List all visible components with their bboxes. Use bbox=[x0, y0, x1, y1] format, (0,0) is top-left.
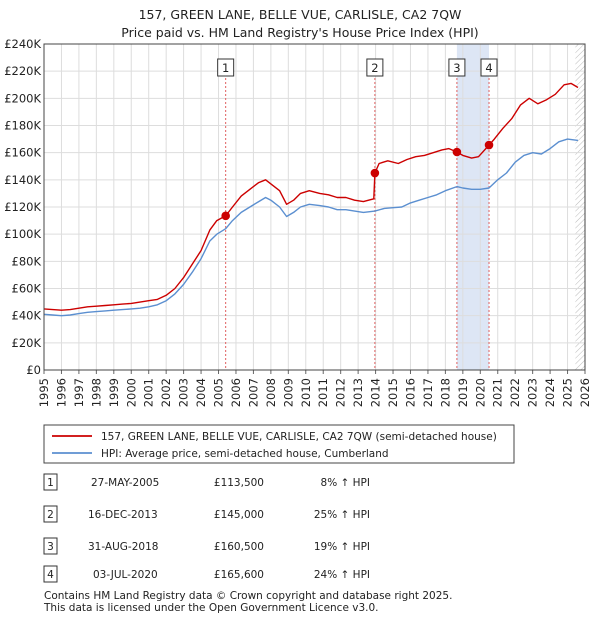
x-tick-label: 2017 bbox=[421, 378, 435, 407]
x-tick-label: 2019 bbox=[456, 378, 470, 407]
footer-licence: This data is licensed under the Open Gov… bbox=[43, 602, 379, 614]
table-row: 1 27-MAY-2005 £113,500 8% ↑ HPI bbox=[43, 473, 370, 491]
x-tick-label: 2011 bbox=[316, 378, 330, 407]
x-tick-label: 2000 bbox=[124, 378, 138, 407]
x-tick-label: 2013 bbox=[351, 378, 365, 407]
y-tick-label: £100K bbox=[4, 227, 41, 241]
x-tick-label: 2003 bbox=[177, 378, 191, 407]
x-tick-label: 2002 bbox=[159, 378, 173, 407]
sale-marker-label-box bbox=[217, 58, 235, 77]
sale-hpi-change: 24% ↑ HPI bbox=[314, 569, 370, 581]
x-tick-label: 2016 bbox=[403, 378, 417, 407]
table-row: 2 16-DEC-2013 £145,000 25% ↑ HPI bbox=[43, 505, 370, 523]
sale-number: 3 bbox=[47, 541, 54, 553]
sale-marker-label-box bbox=[366, 58, 384, 77]
y-tick-label: £220K bbox=[4, 64, 41, 78]
x-tick-label: 2021 bbox=[491, 378, 505, 407]
legend-box bbox=[43, 424, 515, 464]
sale-marker-label: 4 bbox=[485, 61, 492, 75]
table-row: 4 03-JUL-2020 £165,600 24% ↑ HPI bbox=[43, 565, 370, 583]
sale-marker-box bbox=[43, 505, 58, 523]
y-tick-label: £40K bbox=[12, 309, 42, 323]
sale-point bbox=[221, 211, 230, 221]
sale-number: 2 bbox=[47, 509, 54, 521]
y-tick-label: £120K bbox=[4, 200, 41, 214]
x-tick-label: 1995 bbox=[37, 378, 51, 407]
x-tick-label: 2005 bbox=[212, 378, 226, 407]
sale-number: 1 bbox=[47, 477, 54, 489]
sale-marker-label-box bbox=[448, 58, 466, 77]
x-tick-label: 2009 bbox=[281, 378, 295, 407]
legend: 157, GREEN LANE, BELLE VUE, CARLISLE, CA… bbox=[43, 424, 515, 464]
sale-number: 4 bbox=[47, 569, 54, 581]
sale-price: £113,500 bbox=[214, 477, 264, 489]
sale-price: £160,500 bbox=[214, 541, 264, 553]
x-tick-label: 1998 bbox=[89, 378, 103, 407]
x-tick-label: 2024 bbox=[543, 378, 557, 407]
sale-marker-box bbox=[43, 473, 58, 491]
sale-date: 31-AUG-2018 bbox=[88, 541, 158, 553]
sale-price: £165,600 bbox=[214, 569, 264, 581]
sale-hpi-change: 8% ↑ HPI bbox=[321, 477, 370, 489]
sale-marker-label: 2 bbox=[371, 61, 378, 75]
chart-subtitle: Price paid vs. HM Land Registry's House … bbox=[121, 25, 478, 40]
sale-point bbox=[484, 140, 494, 150]
sale-point bbox=[370, 168, 380, 178]
y-tick-label: £180K bbox=[4, 119, 41, 133]
x-tick-label: 2010 bbox=[299, 378, 313, 407]
sale-marker-box bbox=[43, 537, 58, 555]
sale-date: 16-DEC-2013 bbox=[88, 509, 158, 521]
x-tick-label: 2008 bbox=[264, 378, 278, 407]
y-tick-label: £240K bbox=[4, 37, 41, 51]
hpi-line bbox=[43, 138, 579, 317]
x-tick-label: 2020 bbox=[473, 378, 487, 407]
sale-marker-box bbox=[43, 565, 58, 583]
x-tick-label: 2006 bbox=[229, 378, 243, 407]
x-tick-label: 2001 bbox=[142, 378, 156, 407]
sale-point bbox=[452, 147, 462, 157]
sale-price: £145,000 bbox=[214, 509, 264, 521]
x-tick-label: 2014 bbox=[369, 378, 383, 407]
plot-area: £0 £20K £40K £60K £80K £100K £120K £140K £160K £1… bbox=[4, 37, 592, 407]
x-tick-label: 1996 bbox=[54, 378, 68, 407]
sale-date: 27-MAY-2005 bbox=[91, 477, 159, 489]
sales-table: 1 27-MAY-2005 £113,500 8% ↑ HPI 2 16-DEC… bbox=[43, 473, 370, 583]
y-tick-label: £20K bbox=[12, 336, 42, 350]
table-row: 3 31-AUG-2018 £160,500 19% ↑ HPI bbox=[43, 537, 370, 555]
y-tick-label: £0 bbox=[26, 363, 41, 377]
y-tick-label: £60K bbox=[12, 282, 42, 296]
sale-hpi-change: 19% ↑ HPI bbox=[314, 541, 370, 553]
sale-marker-label: 1 bbox=[222, 61, 229, 75]
x-tick-label: 2023 bbox=[526, 378, 540, 407]
legend-label-hpi: HPI: Average price, semi-detached house,… bbox=[101, 448, 389, 460]
sale-marker-label: 3 bbox=[453, 61, 460, 75]
x-tick-label: 1999 bbox=[107, 378, 121, 407]
y-tick-label: £140K bbox=[4, 173, 41, 187]
x-tick-label: 2015 bbox=[386, 378, 400, 407]
x-tick-label: 2026 bbox=[578, 378, 592, 407]
x-tick-label: 2012 bbox=[334, 378, 348, 407]
x-tick-label: 2004 bbox=[194, 378, 208, 407]
y-tick-label: £200K bbox=[4, 91, 41, 105]
x-tick-label: 2007 bbox=[246, 378, 260, 407]
footer-copyright: Contains HM Land Registry data © Crown c… bbox=[44, 590, 452, 602]
sale-date: 03-JUL-2020 bbox=[93, 569, 158, 581]
sale-marker-label-box bbox=[480, 58, 498, 77]
plot-frame bbox=[43, 43, 586, 371]
y-tick-label: £160K bbox=[4, 146, 41, 160]
sale-hpi-change: 25% ↑ HPI bbox=[314, 509, 370, 521]
y-tick-label: £80K bbox=[12, 254, 42, 268]
x-tick-label: 1997 bbox=[72, 378, 86, 407]
legend-label-property: 157, GREEN LANE, BELLE VUE, CARLISLE, CA… bbox=[101, 431, 497, 443]
x-tick-label: 2025 bbox=[561, 378, 575, 407]
x-tick-label: 2022 bbox=[508, 378, 522, 407]
chart-title: 157, GREEN LANE, BELLE VUE, CARLISLE, CA… bbox=[139, 7, 462, 22]
x-tick-label: 2018 bbox=[438, 378, 452, 407]
